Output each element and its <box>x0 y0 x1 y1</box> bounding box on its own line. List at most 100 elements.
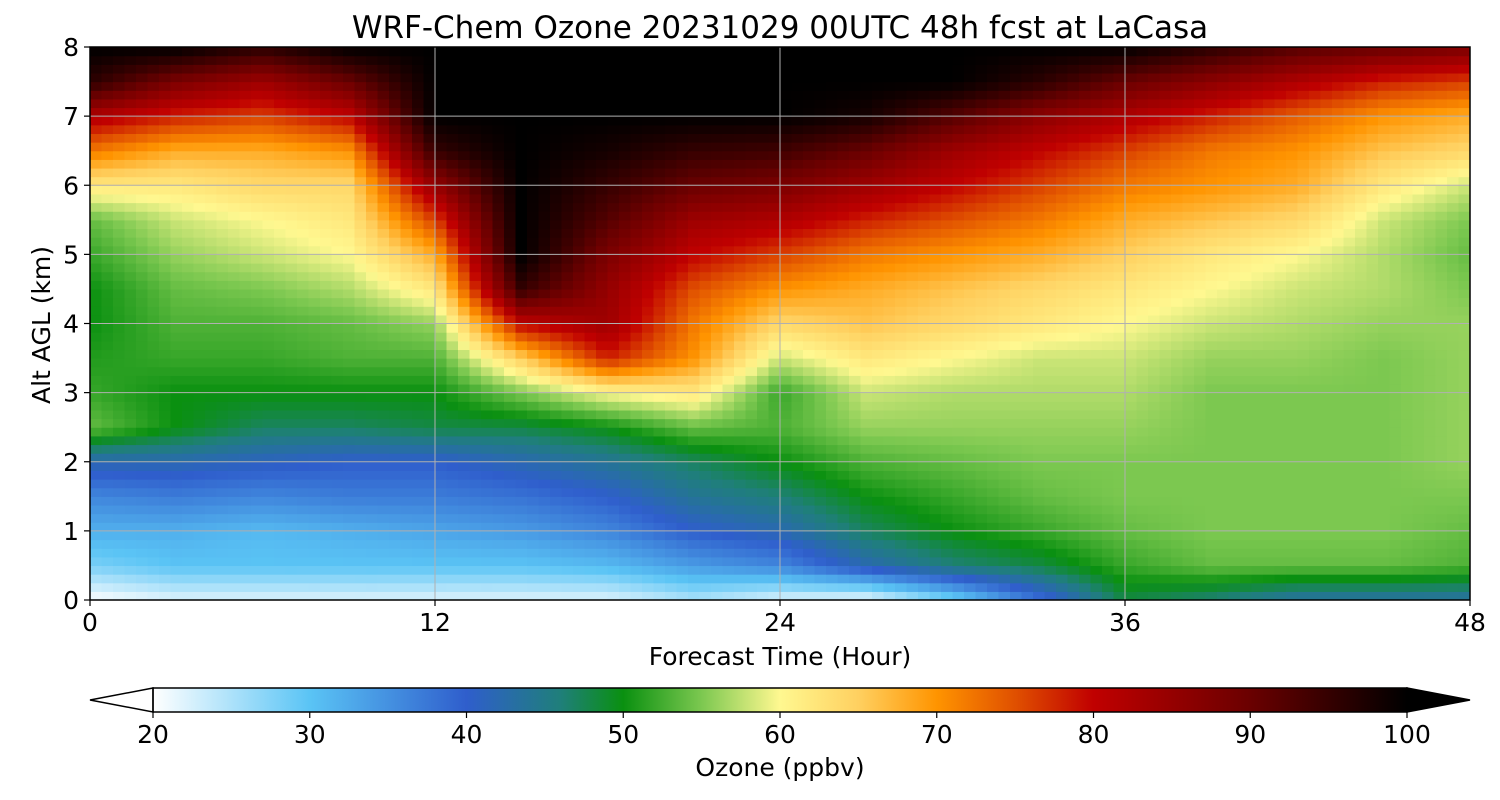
heatmap-cell <box>527 461 540 471</box>
heatmap-cell <box>757 159 770 169</box>
heatmap-cell <box>297 375 310 385</box>
heatmap-cell <box>665 358 678 368</box>
heatmap-cell <box>101 582 114 592</box>
heatmap-cell <box>274 513 287 523</box>
heatmap-cell <box>527 392 540 402</box>
heatmap-cell <box>630 245 643 255</box>
heatmap-cell <box>274 193 287 204</box>
heatmap-cell <box>400 185 413 195</box>
heatmap-cell <box>147 176 160 186</box>
heatmap-cell <box>170 219 183 230</box>
heatmap-cell <box>849 150 862 160</box>
heatmap-cell <box>584 124 597 135</box>
heatmap-cell <box>734 427 747 437</box>
heatmap-cell <box>584 211 597 221</box>
heatmap-cell <box>251 245 264 255</box>
heatmap-cell <box>331 159 344 169</box>
heatmap-cell <box>906 392 919 402</box>
heatmap-cell <box>435 254 448 264</box>
heatmap-cell <box>607 340 620 351</box>
heatmap-cell <box>895 513 908 523</box>
heatmap-cell <box>722 556 735 567</box>
heatmap-cell <box>584 539 597 549</box>
heatmap-cell <box>584 81 597 91</box>
heatmap-cell <box>561 565 574 575</box>
heatmap-cell <box>504 591 517 600</box>
heatmap-cell <box>527 453 540 463</box>
heatmap-cell <box>734 306 747 316</box>
heatmap-cell <box>412 340 425 351</box>
heatmap-cell <box>699 211 712 221</box>
heatmap-cell <box>182 271 195 281</box>
heatmap-cell <box>446 237 459 247</box>
heatmap-cell <box>745 185 758 195</box>
heatmap-cell <box>895 314 908 325</box>
heatmap-cell <box>262 453 275 463</box>
heatmap-cell <box>803 176 816 186</box>
heatmap-cell <box>159 142 172 152</box>
heatmap-cell <box>274 530 287 541</box>
heatmap-cell <box>906 435 919 446</box>
heatmap-cell <box>354 159 367 169</box>
heatmap-cell <box>400 107 413 117</box>
heatmap-cell <box>872 366 885 376</box>
heatmap-cell <box>906 98 919 109</box>
heatmap-cell <box>929 548 942 558</box>
heatmap-cell <box>619 124 632 135</box>
heatmap-cell <box>768 392 781 402</box>
heatmap-cell <box>136 392 149 402</box>
heatmap-cell <box>538 150 551 160</box>
heatmap-cell <box>262 349 275 359</box>
heatmap-cell <box>653 193 666 204</box>
heatmap-cell <box>308 574 321 584</box>
heatmap-cell <box>297 263 310 273</box>
heatmap-cell <box>113 237 126 247</box>
heatmap-cell <box>653 427 666 437</box>
heatmap-cell <box>262 271 275 281</box>
heatmap-cell <box>826 64 839 74</box>
heatmap-cell <box>757 504 770 515</box>
heatmap-cell <box>630 150 643 160</box>
heatmap-cell <box>343 349 356 359</box>
heatmap-cell <box>619 487 632 497</box>
heatmap-cell <box>193 159 206 169</box>
heatmap-cell <box>458 133 471 143</box>
heatmap-cell <box>458 444 471 454</box>
heatmap-cell <box>964 479 977 489</box>
heatmap-cell <box>745 64 758 74</box>
heatmap-cell <box>389 444 402 454</box>
heatmap-cell <box>527 72 540 83</box>
heatmap-cell <box>331 116 344 126</box>
heatmap-cell <box>320 263 333 273</box>
heatmap-cell <box>803 392 816 402</box>
heatmap-cell <box>941 427 954 437</box>
heatmap-cell <box>895 530 908 541</box>
heatmap-cell <box>722 193 735 204</box>
heatmap-cell <box>941 193 954 204</box>
heatmap-cell <box>262 64 275 74</box>
heatmap-cell <box>297 245 310 255</box>
heatmap-cell <box>182 193 195 204</box>
heatmap-cell <box>308 582 321 592</box>
heatmap-cell <box>239 409 252 420</box>
heatmap-cell <box>308 297 321 307</box>
heatmap-cell <box>561 64 574 74</box>
heatmap-cell <box>481 81 494 91</box>
heatmap-cell <box>630 271 643 281</box>
heatmap-cell <box>147 366 160 376</box>
heatmap-cell <box>711 522 724 532</box>
heatmap-cell <box>412 280 425 290</box>
heatmap-cell <box>147 72 160 83</box>
heatmap-cell <box>975 375 988 385</box>
heatmap-cell <box>665 55 678 65</box>
heatmap-cell <box>814 392 827 402</box>
heatmap-cell <box>803 366 816 376</box>
heatmap-cell <box>826 582 839 592</box>
heatmap-cell <box>469 574 482 584</box>
heatmap-cell <box>251 358 264 368</box>
heatmap-cell <box>699 314 712 325</box>
heatmap-cell <box>952 98 965 109</box>
heatmap-cell <box>665 574 678 584</box>
heatmap-cell <box>711 142 724 152</box>
heatmap-cell <box>262 185 275 195</box>
